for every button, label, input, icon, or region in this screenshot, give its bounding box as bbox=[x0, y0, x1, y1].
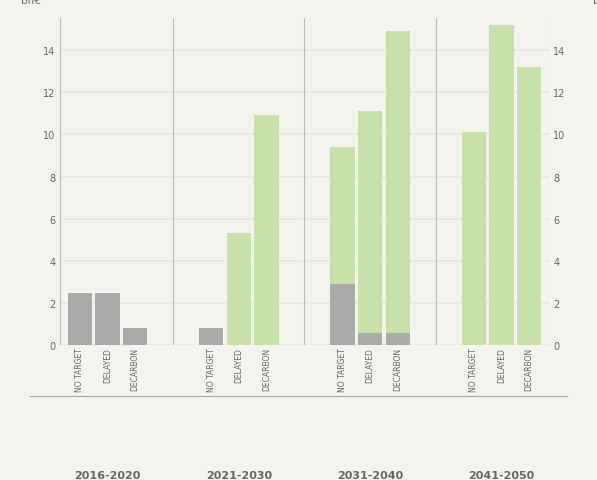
Bar bbox=[358, 333, 382, 346]
Bar bbox=[358, 112, 382, 333]
Bar bbox=[386, 333, 410, 346]
Text: 2016-2020: 2016-2020 bbox=[75, 469, 141, 480]
Bar bbox=[227, 234, 251, 346]
Bar bbox=[517, 68, 541, 346]
Text: 2041-2050: 2041-2050 bbox=[468, 469, 534, 480]
Bar bbox=[96, 293, 119, 346]
Bar bbox=[123, 329, 147, 346]
Text: 2031-2040: 2031-2040 bbox=[337, 469, 403, 480]
Bar bbox=[254, 116, 279, 346]
Bar bbox=[490, 25, 513, 346]
Text: bn€: bn€ bbox=[593, 0, 597, 6]
Bar bbox=[330, 148, 355, 285]
Text: 2021-2030: 2021-2030 bbox=[206, 469, 272, 480]
Bar bbox=[330, 285, 355, 346]
Bar bbox=[68, 293, 92, 346]
Bar bbox=[199, 329, 223, 346]
Bar bbox=[461, 133, 486, 346]
Text: bn€: bn€ bbox=[20, 0, 41, 6]
Bar bbox=[386, 32, 410, 333]
